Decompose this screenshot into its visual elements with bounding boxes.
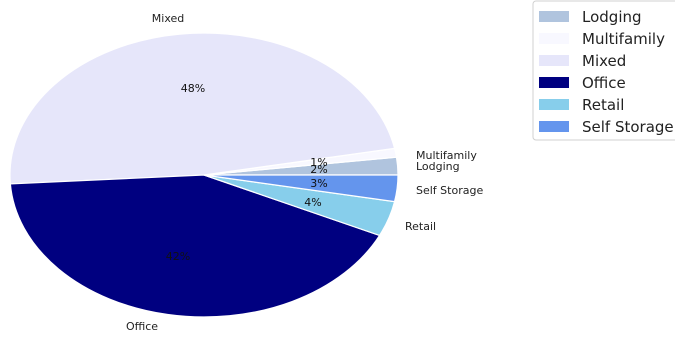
legend-label-office: Office xyxy=(582,74,626,92)
pie-slice-self-storage xyxy=(203,174,399,203)
legend-swatch-mixed xyxy=(539,55,569,66)
percent-label-retail: 4% xyxy=(304,196,321,209)
legend-label-mixed: Mixed xyxy=(582,52,626,70)
category-label-office: Office xyxy=(126,320,158,333)
pie-slice-mixed xyxy=(9,32,396,185)
legend-entries: Lodging Multifamily Mixed Office Retail Self … xyxy=(539,8,674,136)
legend-label-self-storage: Self Storage xyxy=(582,118,674,136)
category-label-multifamily: Multifamily xyxy=(416,149,477,162)
category-label-self-storage: Self Storage xyxy=(416,184,483,197)
percent-label-multifamily: 1% xyxy=(310,156,327,169)
category-label-lodging: Lodging xyxy=(416,160,460,173)
percent-label-lodging: 2% xyxy=(310,163,327,176)
legend-swatch-multifamily xyxy=(539,33,569,44)
legend-swatch-self-storage xyxy=(539,121,569,132)
pie-slices xyxy=(9,32,399,318)
percent-labels: 2%1% 48% 42% 4% 3% xyxy=(166,82,328,263)
percent-label-office: 42% xyxy=(166,250,190,263)
category-label-retail: Retail xyxy=(405,220,436,233)
legend-swatch-lodging xyxy=(539,11,569,22)
legend-swatch-office xyxy=(539,77,569,88)
legend-label-lodging: Lodging xyxy=(582,8,642,26)
legend-label-multifamily: Multifamily xyxy=(582,30,665,48)
percent-label-mixed: 48% xyxy=(181,82,205,95)
legend-swatch-retail xyxy=(539,99,569,110)
percent-label-self-storage: 3% xyxy=(310,177,327,190)
pie-slice-office xyxy=(9,174,381,318)
category-label-mixed: Mixed xyxy=(152,12,184,25)
legend-label-retail: Retail xyxy=(582,96,624,114)
legend: Lodging Multifamily Mixed Office Retail Self … xyxy=(532,0,675,141)
